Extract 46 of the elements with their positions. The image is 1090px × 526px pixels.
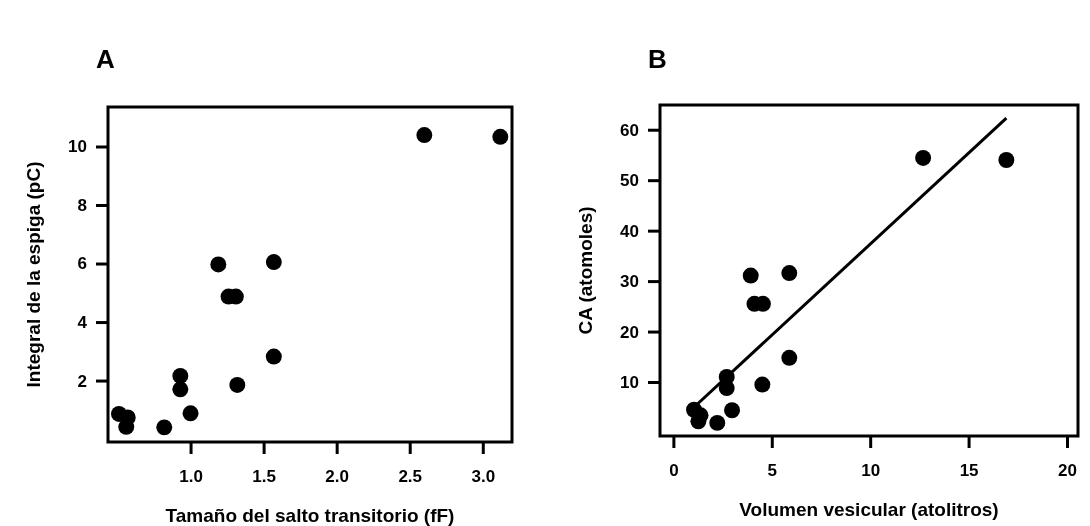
x-tick-label: 20 xyxy=(1058,460,1077,480)
y-axis-title: Integral de la espiga (pC) xyxy=(23,161,44,388)
point xyxy=(210,256,227,273)
point xyxy=(781,265,798,281)
y-tick-label: 8 xyxy=(77,195,87,215)
x-axis-title: Volumen vesicular (atolitros) xyxy=(739,499,999,520)
y-tick-label: 10 xyxy=(620,372,639,392)
x-tick-label: 3.0 xyxy=(471,466,496,486)
x-tick-label: 15 xyxy=(959,460,979,480)
x-tick-label: 10 xyxy=(861,460,881,480)
point xyxy=(915,150,932,166)
point xyxy=(742,267,759,284)
y-tick-label: 4 xyxy=(77,312,88,332)
x-tick-label: 0 xyxy=(669,460,679,480)
y-tick-label: 6 xyxy=(77,254,87,274)
y-tick-label: 50 xyxy=(620,171,639,191)
y-tick-label: 30 xyxy=(620,272,639,292)
point xyxy=(724,402,741,419)
x-tick-label: 2.0 xyxy=(325,466,349,486)
x-tick-label: 1.0 xyxy=(179,466,203,486)
point xyxy=(754,376,771,393)
y-tick-label: 40 xyxy=(620,221,639,241)
point xyxy=(182,405,199,422)
x-tick-label: 1.5 xyxy=(252,466,276,486)
point xyxy=(492,128,509,145)
point xyxy=(172,367,189,384)
y-tick-label: 60 xyxy=(620,120,639,140)
x-tick-label: 2.5 xyxy=(398,466,423,486)
point xyxy=(416,127,433,144)
point xyxy=(229,376,246,393)
y-tick-label: 10 xyxy=(68,137,87,157)
chart-title: A xyxy=(96,44,115,74)
chart-title: B xyxy=(648,44,667,74)
point xyxy=(998,152,1015,168)
point xyxy=(718,380,735,397)
point xyxy=(172,381,189,398)
point xyxy=(265,254,282,271)
point xyxy=(265,348,282,365)
y-tick-label: 2 xyxy=(77,371,87,391)
y-tick-label: 20 xyxy=(620,322,639,342)
point xyxy=(781,349,798,366)
point xyxy=(156,419,173,436)
y-axis-title: CA (atomoles) xyxy=(575,206,596,335)
point xyxy=(709,414,726,431)
x-axis-title: Tamaño del salto transitorio (fF) xyxy=(165,505,455,526)
x-tick-label: 5 xyxy=(767,460,778,480)
